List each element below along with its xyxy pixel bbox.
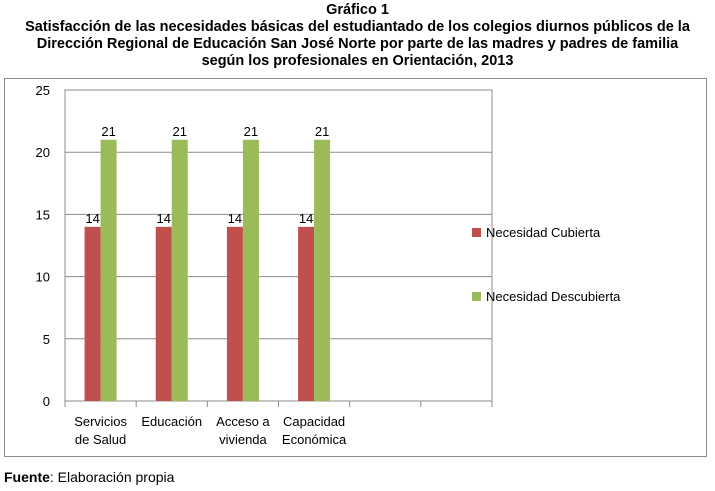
chart-frame	[4, 78, 707, 457]
chart-heading: Gráfico 1 Satisfacción de las necesidade…	[0, 2, 715, 70]
y-tick-label: 15	[36, 207, 50, 222]
data-label: 14	[157, 211, 171, 226]
figure-title: Gráfico 1	[326, 2, 389, 18]
bar	[314, 139, 331, 401]
source-note: Fuente: Elaboración propia	[4, 469, 174, 485]
bar	[84, 226, 101, 401]
y-tick-label: 20	[36, 145, 50, 160]
plot-area	[64, 89, 493, 402]
x-tick-label: de Salud	[75, 432, 126, 447]
legend-swatch	[472, 292, 481, 301]
data-label: 14	[228, 211, 242, 226]
x-tick-label: vivienda	[219, 432, 267, 447]
bar	[298, 226, 315, 401]
data-label: 21	[101, 124, 115, 139]
data-label: 14	[299, 211, 313, 226]
figure-description: Satisfacción de las necesidades básicas …	[25, 19, 690, 69]
bar	[242, 139, 259, 401]
data-label: 21	[315, 124, 329, 139]
y-tick-label: 25	[36, 83, 50, 98]
bar	[226, 226, 243, 401]
y-tick-label: 5	[43, 332, 50, 347]
source-label: Fuente	[4, 469, 50, 485]
y-tick-label: 10	[36, 270, 50, 285]
data-label: 14	[85, 211, 99, 226]
x-tick-label: Económica	[282, 432, 347, 447]
bar	[171, 139, 188, 401]
x-tick-label: Acceso a	[216, 414, 270, 429]
x-tick-label: Servicios	[74, 414, 127, 429]
legend-swatch	[472, 228, 481, 237]
legend-label: Necesidad Descubierta	[486, 289, 621, 304]
bar	[155, 226, 172, 401]
bar	[100, 139, 117, 401]
data-label: 21	[244, 124, 258, 139]
legend-label: Necesidad Cubierta	[486, 225, 601, 240]
y-tick-label: 0	[43, 394, 50, 409]
source-text: : Elaboración propia	[49, 469, 175, 485]
x-tick-label: Educación	[141, 414, 202, 429]
x-tick-label: Capacidad	[283, 414, 345, 429]
data-label: 21	[173, 124, 187, 139]
